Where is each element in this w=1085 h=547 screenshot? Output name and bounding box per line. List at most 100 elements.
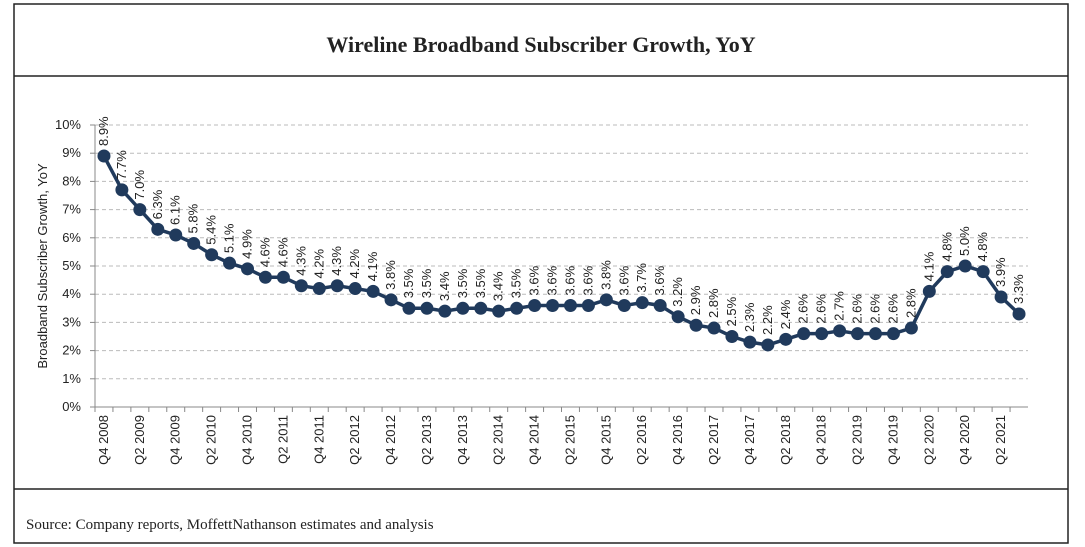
point	[922, 284, 936, 298]
data-label: 3.6%	[545, 265, 560, 295]
data-label: 2.2%	[760, 305, 775, 335]
point	[797, 327, 811, 341]
data-label: 2.6%	[796, 294, 811, 324]
point	[384, 293, 398, 307]
x-tick-label: Q2 2013	[419, 415, 434, 465]
data-label: 2.4%	[778, 299, 793, 329]
point	[187, 236, 201, 250]
point	[886, 327, 900, 341]
point	[258, 270, 272, 284]
point	[653, 298, 667, 312]
data-label: 4.2%	[347, 248, 362, 278]
data-label: 4.1%	[921, 251, 936, 281]
x-tick-label: Q4 2012	[383, 415, 398, 465]
x-tick-label: Q2 2011	[275, 415, 290, 464]
data-label: 3.6%	[527, 265, 542, 295]
x-tick-label: Q2 2014	[491, 415, 506, 465]
x-tick-label: Q2 2016	[634, 415, 649, 465]
data-label: 8.9%	[96, 116, 111, 146]
point	[241, 262, 255, 276]
x-tick-label: Q4 2009	[168, 415, 183, 465]
point	[510, 301, 524, 315]
point	[474, 301, 488, 315]
data-label: 3.4%	[437, 271, 452, 301]
data-label: 2.6%	[850, 294, 865, 324]
x-tick-label: Q2 2010	[204, 415, 219, 465]
point	[528, 298, 542, 312]
point	[115, 183, 129, 197]
x-tick-label: Q2 2017	[706, 415, 721, 465]
point	[940, 265, 954, 279]
point	[815, 327, 829, 341]
point	[904, 321, 918, 335]
data-label: 2.6%	[867, 294, 882, 324]
x-tick-label: Q4 2020	[957, 415, 972, 465]
point	[581, 298, 595, 312]
point	[205, 248, 219, 262]
point	[725, 330, 739, 343]
source: Source: Company reports, MoffettNathanso…	[26, 517, 434, 533]
point	[456, 301, 470, 315]
y-tick-label: 3%	[62, 314, 81, 329]
point	[868, 327, 882, 341]
point	[294, 279, 308, 293]
point	[994, 290, 1008, 304]
data-label: 2.9%	[688, 285, 703, 315]
x-tick-label: Q4 2010	[240, 415, 255, 465]
point	[366, 284, 380, 298]
data-label: 4.8%	[939, 232, 954, 262]
data-label: 2.6%	[814, 294, 829, 324]
point	[635, 296, 649, 310]
data-label: 3.5%	[419, 268, 434, 298]
data-label: 5.1%	[222, 223, 237, 253]
point	[276, 270, 290, 284]
y-tick-label: 0%	[62, 399, 81, 414]
x-tick-label: Q4 2011	[311, 415, 326, 464]
point	[707, 321, 721, 335]
point	[438, 304, 452, 318]
data-label: 5.4%	[204, 215, 219, 245]
data-label: 2.8%	[706, 288, 721, 318]
y-tick-label: 1%	[62, 371, 81, 386]
y-tick-label: 2%	[62, 343, 81, 358]
data-label: 2.8%	[903, 288, 918, 318]
point	[133, 203, 147, 217]
data-label: 3.6%	[652, 265, 667, 295]
point	[689, 318, 703, 332]
point	[151, 222, 165, 236]
x-tick-label: Q2 2015	[562, 415, 577, 465]
point	[851, 327, 865, 341]
point	[546, 298, 560, 312]
y-axis-label: Broadband Subscriber Growth, YoY	[35, 163, 50, 369]
data-label: 3.8%	[598, 260, 613, 290]
point	[779, 332, 793, 346]
frame	[13, 3, 1069, 544]
data-label: 5.0%	[957, 226, 972, 256]
data-label: 3.8%	[383, 260, 398, 290]
point	[97, 149, 111, 163]
point	[348, 282, 362, 296]
data-label: 2.3%	[742, 302, 757, 332]
point	[976, 265, 990, 279]
data-label: 2.7%	[832, 291, 847, 321]
data-label: 3.6%	[562, 265, 577, 295]
data-label: 3.9%	[993, 257, 1008, 287]
x-tick-label: Q2 2018	[778, 415, 793, 465]
x-tick-label: Q4 2008	[96, 415, 111, 465]
x-tick-label: Q2 2021	[993, 415, 1008, 465]
series-line	[102, 155, 1021, 347]
data-label: 4.2%	[311, 248, 326, 278]
x-tick-label: Q2 2019	[850, 415, 865, 465]
point	[420, 301, 434, 315]
data-label: 2.6%	[885, 294, 900, 324]
point	[492, 304, 506, 318]
chart-title: Wireline Broadband Subscriber Growth, Yo…	[326, 32, 755, 57]
y-tick-label: 7%	[62, 202, 81, 217]
data-label: 3.5%	[455, 268, 470, 298]
data-label: 7.0%	[132, 170, 147, 200]
data-label: 6.3%	[150, 189, 165, 219]
x-tick-label: Q2 2012	[347, 415, 362, 465]
data-label: 3.3%	[1011, 274, 1026, 304]
data-label: 3.7%	[634, 263, 649, 293]
data-label: 5.8%	[186, 203, 201, 233]
